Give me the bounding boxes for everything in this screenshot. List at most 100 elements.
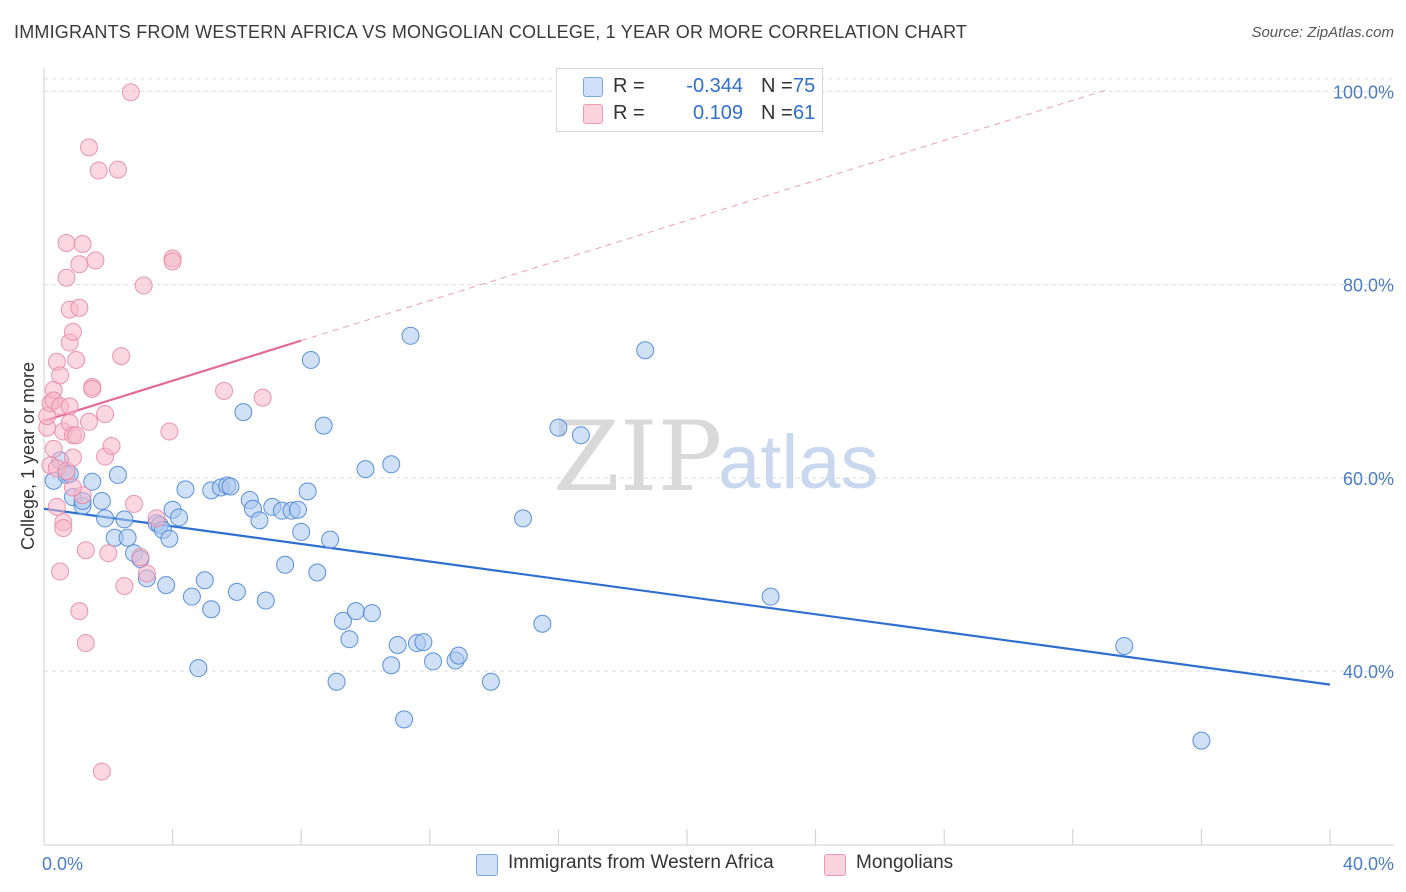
data-point[interactable] bbox=[382, 455, 401, 474]
data-point[interactable] bbox=[63, 478, 82, 497]
data-point[interactable] bbox=[449, 646, 468, 665]
data-point[interactable] bbox=[276, 555, 295, 574]
y-tick-label: 80.0% bbox=[1343, 276, 1394, 296]
data-point[interactable] bbox=[298, 482, 317, 501]
data-point[interactable] bbox=[388, 635, 407, 654]
data-point[interactable] bbox=[118, 528, 137, 547]
r-value: 0.109 bbox=[692, 102, 743, 124]
data-point[interactable] bbox=[157, 576, 176, 595]
data-point[interactable] bbox=[134, 276, 153, 295]
data-point[interactable] bbox=[356, 460, 375, 479]
data-point[interactable] bbox=[89, 161, 108, 180]
data-point[interactable] bbox=[51, 562, 70, 581]
data-point[interactable] bbox=[533, 614, 552, 633]
data-point[interactable] bbox=[549, 418, 568, 437]
data-point[interactable] bbox=[99, 544, 118, 563]
data-point[interactable] bbox=[63, 448, 82, 467]
y-tick-label: 100.0% bbox=[1333, 82, 1394, 102]
data-point[interactable] bbox=[51, 366, 70, 385]
axis-ticks: 40.0% 60.0% 80.0% 100.0% 0.0% 40.0% bbox=[42, 82, 1394, 874]
data-point[interactable] bbox=[163, 252, 182, 271]
data-point[interactable] bbox=[414, 633, 433, 652]
data-point[interactable] bbox=[54, 519, 73, 538]
data-point[interactable] bbox=[70, 255, 89, 274]
data-point[interactable] bbox=[86, 251, 105, 270]
data-point[interactable] bbox=[83, 472, 102, 491]
data-point[interactable] bbox=[73, 234, 92, 253]
data-point[interactable] bbox=[147, 509, 166, 528]
data-point[interactable] bbox=[288, 500, 307, 519]
data-point[interactable] bbox=[131, 548, 150, 567]
data-point[interactable] bbox=[227, 582, 246, 601]
data-point[interactable] bbox=[80, 412, 99, 431]
data-point[interactable] bbox=[76, 541, 95, 560]
data-point[interactable] bbox=[121, 83, 140, 102]
data-point[interactable] bbox=[401, 326, 420, 345]
data-point[interactable] bbox=[170, 508, 189, 527]
data-point[interactable] bbox=[314, 416, 333, 435]
data-point[interactable] bbox=[108, 465, 127, 484]
data-point[interactable] bbox=[67, 426, 86, 445]
data-point[interactable] bbox=[221, 477, 240, 496]
data-point[interactable] bbox=[63, 322, 82, 341]
data-point[interactable] bbox=[96, 509, 115, 528]
r-value: -0.344 bbox=[686, 75, 743, 97]
data-point[interactable] bbox=[57, 268, 76, 287]
data-point[interactable] bbox=[83, 379, 102, 398]
data-point[interactable] bbox=[108, 160, 127, 179]
data-point[interactable] bbox=[102, 436, 121, 455]
data-point[interactable] bbox=[1115, 636, 1134, 655]
data-point[interactable] bbox=[70, 602, 89, 621]
data-point[interactable] bbox=[362, 604, 381, 623]
data-point[interactable] bbox=[70, 298, 89, 317]
data-point[interactable] bbox=[761, 587, 780, 606]
data-point[interactable] bbox=[481, 672, 500, 691]
data-point[interactable] bbox=[256, 591, 275, 610]
data-point[interactable] bbox=[195, 571, 214, 590]
data-point[interactable] bbox=[92, 762, 111, 781]
data-point[interactable] bbox=[115, 510, 134, 529]
data-point[interactable] bbox=[571, 426, 590, 445]
data-point[interactable] bbox=[424, 652, 443, 671]
watermark-zip: ZIP bbox=[553, 401, 722, 513]
data-point[interactable] bbox=[1192, 731, 1211, 750]
data-point[interactable] bbox=[250, 511, 269, 530]
data-point[interactable] bbox=[96, 405, 115, 424]
data-point[interactable] bbox=[215, 381, 234, 400]
data-point[interactable] bbox=[514, 509, 533, 528]
data-points bbox=[38, 83, 1211, 781]
data-point[interactable] bbox=[301, 350, 320, 369]
data-point[interactable] bbox=[160, 422, 179, 441]
data-point[interactable] bbox=[202, 600, 221, 619]
data-point[interactable] bbox=[346, 602, 365, 621]
data-point[interactable] bbox=[137, 564, 156, 583]
data-point[interactable] bbox=[636, 341, 655, 360]
data-point[interactable] bbox=[47, 497, 66, 516]
data-point[interactable] bbox=[76, 634, 95, 653]
data-point[interactable] bbox=[176, 480, 195, 499]
data-point[interactable] bbox=[80, 138, 99, 157]
data-point[interactable] bbox=[382, 656, 401, 675]
data-point[interactable] bbox=[333, 611, 352, 630]
data-point[interactable] bbox=[327, 672, 346, 691]
data-point[interactable] bbox=[92, 492, 111, 511]
data-point[interactable] bbox=[253, 388, 272, 407]
data-point[interactable] bbox=[67, 350, 86, 369]
data-point[interactable] bbox=[292, 522, 311, 541]
data-point[interactable] bbox=[340, 630, 359, 649]
data-point[interactable] bbox=[189, 659, 208, 678]
data-point[interactable] bbox=[112, 347, 131, 366]
data-point[interactable] bbox=[160, 529, 179, 548]
y-tick-label: 40.0% bbox=[1343, 662, 1394, 682]
data-point[interactable] bbox=[182, 587, 201, 606]
data-point[interactable] bbox=[321, 530, 340, 549]
data-point[interactable] bbox=[395, 710, 414, 729]
data-point[interactable] bbox=[57, 234, 76, 253]
data-point[interactable] bbox=[125, 494, 144, 513]
stats-legend: R = -0.344 N = 75 R = 0.109 N = 61 bbox=[556, 68, 823, 132]
data-point[interactable] bbox=[234, 403, 253, 422]
data-point[interactable] bbox=[60, 397, 79, 416]
data-point[interactable] bbox=[115, 577, 134, 596]
data-point[interactable] bbox=[44, 439, 63, 458]
data-point[interactable] bbox=[308, 563, 327, 582]
